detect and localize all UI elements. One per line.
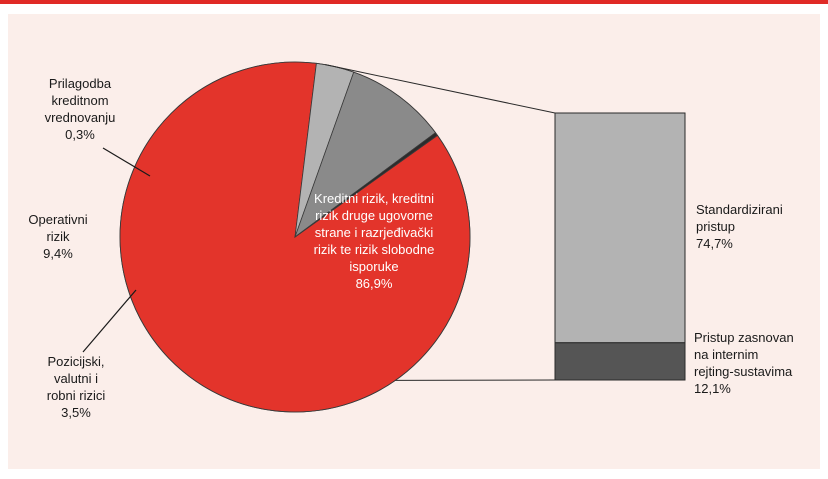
label-cva-adjustment-line: kreditnom	[51, 93, 108, 108]
label-operational-risk: Operativni rizik 9,4%	[28, 212, 87, 261]
label-position-risk: Pozicijski, valutni i robni rizici 3,5%	[47, 354, 106, 420]
label-credit-risk-line: isporuke	[349, 259, 398, 274]
label-standardised-line: Standardizirani	[696, 202, 783, 217]
label-cva-adjustment-line: vrednovanju	[45, 110, 116, 125]
label-credit-risk-line: rizik te rizik slobodne	[314, 242, 435, 257]
pie-chart	[119, 61, 471, 413]
label-credit-risk-line: 86,9%	[356, 276, 393, 291]
label-credit-risk-line: strane i razrjeđivački	[315, 225, 434, 240]
label-cva-adjustment: Prilagodba kreditnom vrednovanju 0,3%	[45, 76, 116, 142]
label-operational-risk-line: Operativni	[28, 212, 87, 227]
label-standardised: Standardizirani pristup 74,7%	[696, 202, 783, 251]
top-rule	[0, 0, 828, 4]
label-credit-risk: Kreditni rizik, kreditni rizik druge ugov…	[314, 191, 435, 291]
label-operational-risk-line: rizik	[46, 229, 70, 244]
label-credit-risk-line: Kreditni rizik, kreditni	[314, 191, 434, 206]
label-irb-line: 12,1%	[694, 381, 731, 396]
label-credit-risk-line: rizik druge ugovorne	[315, 208, 433, 223]
connector-top	[325, 64, 556, 114]
label-cva-adjustment-line: 0,3%	[65, 127, 95, 142]
breakdown-connectors	[325, 64, 556, 381]
label-standardised-line: pristup	[696, 219, 735, 234]
label-position-risk-line: robni rizici	[47, 388, 106, 403]
label-operational-risk-line: 9,4%	[43, 246, 73, 261]
label-irb: Pristup zasnovan na internim rejting-susta…	[694, 330, 794, 396]
bar-segment-irb	[554, 342, 686, 381]
label-position-risk-line: valutni i	[54, 371, 98, 386]
label-irb-line: Pristup zasnovan	[694, 330, 794, 345]
bar-segment-standardised	[554, 112, 686, 344]
label-irb-line: na internim	[694, 347, 758, 362]
label-cva-adjustment-line: Prilagodba	[49, 76, 112, 91]
stacked-bar	[554, 112, 686, 381]
leader-position-risk	[82, 289, 137, 353]
label-irb-line: rejting-sustavima	[694, 364, 793, 379]
label-position-risk-line: Pozicijski,	[47, 354, 104, 369]
label-standardised-line: 74,7%	[696, 236, 733, 251]
pie-outline	[119, 61, 471, 413]
label-position-risk-line: 3,5%	[61, 405, 91, 420]
leader-cva-adjustment	[102, 147, 151, 177]
chart-labels: Kreditni rizik, kreditni rizik druge ugov…	[28, 76, 793, 420]
